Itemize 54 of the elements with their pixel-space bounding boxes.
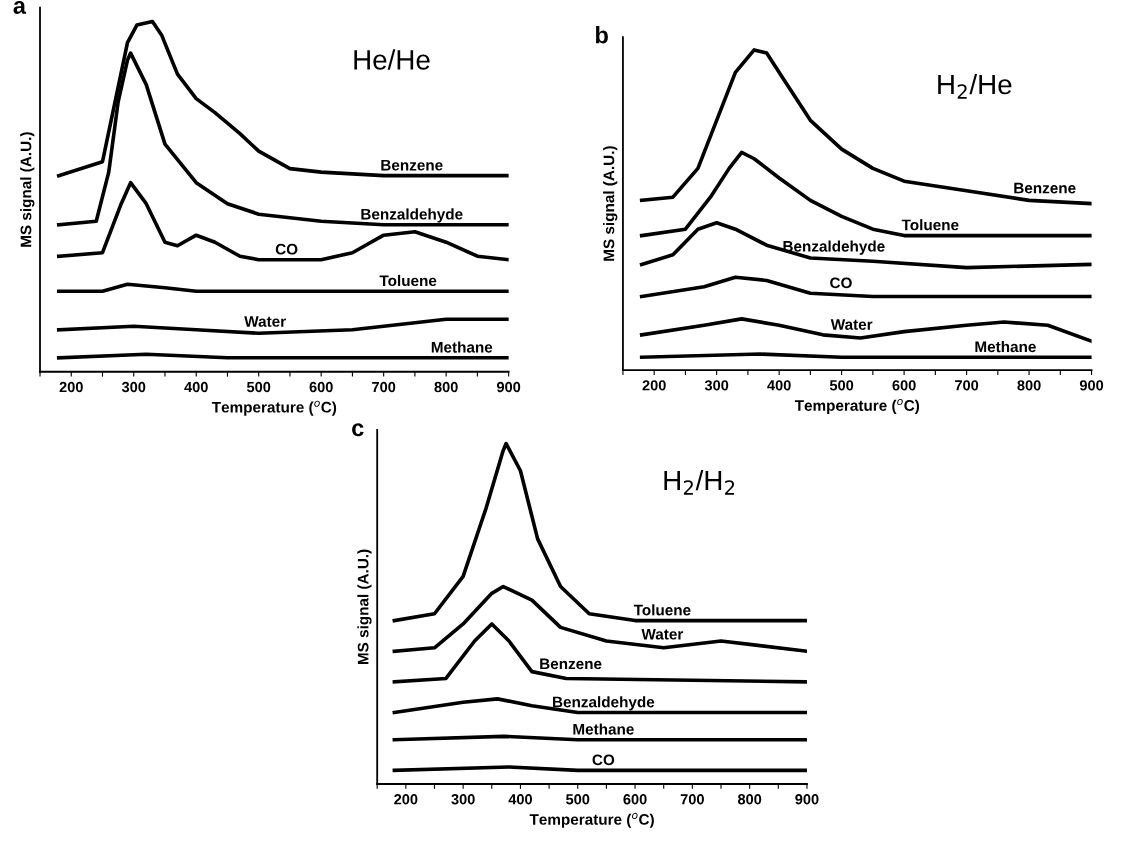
x-tick-label: 300	[121, 381, 146, 393]
x-tick-label: 900	[1079, 380, 1104, 391]
x-tick-label: 400	[767, 380, 791, 391]
x-tick-label: 400	[508, 794, 533, 805]
x-tick-label: 800	[434, 381, 458, 393]
series-label: Toluene	[379, 274, 437, 287]
series-label: Toluene	[901, 219, 959, 231]
text: c	[352, 423, 364, 437]
series-label: Benzene	[381, 159, 443, 171]
x-tick-label: 700	[680, 794, 704, 805]
text: a	[13, 0, 27, 14]
x-tick-label: 200	[642, 380, 666, 391]
x-axis-title: Temperature ($^{o}$C)	[794, 398, 920, 414]
text: He/He	[354, 49, 430, 70]
y-axis-title: MS signal (A.U.)	[20, 132, 35, 247]
y-axis-title: MS signal (A.U.)	[357, 549, 372, 665]
x-axis-title: Temperature ($^{o}$C)	[529, 812, 654, 828]
text: H$_{2}$/H$_{2}$	[664, 469, 735, 495]
x-tick-label: 800	[1017, 380, 1041, 391]
series-label: Methane	[431, 341, 493, 353]
x-tick-label: 600	[309, 381, 333, 393]
series-label: Benzene	[1014, 182, 1076, 194]
text: H$_{2}$/He	[938, 73, 1012, 99]
series-label: Benzaldehyde	[553, 696, 655, 711]
text: b	[596, 26, 608, 44]
series-label: CO	[275, 243, 298, 255]
x-tick-label: 900	[496, 381, 521, 393]
series-label: Water	[641, 628, 684, 640]
x-tick-label: 700	[372, 381, 396, 393]
x-tick-label: 600	[892, 380, 916, 391]
x-tick-label: 600	[623, 794, 647, 805]
x-tick-label: 200	[59, 381, 83, 393]
series-label: CO	[592, 754, 615, 766]
x-tick-label: 900	[795, 794, 819, 805]
y-axis-title: MS signal (A.U.)	[603, 146, 618, 261]
series-label: Toluene	[633, 604, 691, 616]
series-label: Methane	[573, 723, 634, 735]
x-tick-label: 500	[566, 794, 590, 805]
x-tick-label: 400	[184, 381, 208, 393]
series-label: Benzene	[540, 658, 602, 670]
series-label: Benzaldehyde	[783, 240, 885, 255]
series-label: Benzaldehyde	[361, 208, 463, 223]
series-label: Water	[830, 319, 873, 330]
x-tick-label: 500	[829, 380, 854, 391]
series-label: Water	[244, 316, 286, 327]
series-label: CO	[830, 277, 852, 289]
x-tick-label: 800	[737, 794, 762, 805]
x-tick-label: 300	[451, 794, 475, 805]
x-tick-label: 300	[704, 380, 729, 391]
x-tick-label: 500	[246, 381, 271, 393]
x-tick-label: 700	[955, 380, 979, 391]
x-axis-title: Temperature ($^{o}$C)	[211, 400, 337, 416]
series-label: Methane	[975, 340, 1036, 353]
x-tick-label: 200	[394, 794, 418, 805]
